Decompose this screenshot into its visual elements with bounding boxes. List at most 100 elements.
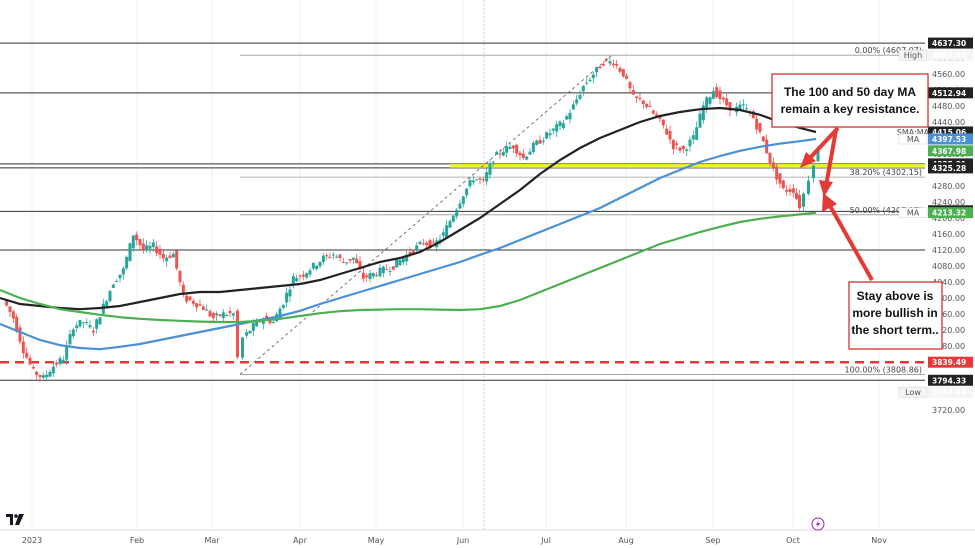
candle-body: [388, 270, 392, 272]
candle-body: [191, 300, 195, 304]
arrow-2-shaft: [824, 129, 838, 187]
candle-body: [445, 225, 449, 238]
candle-body: [85, 321, 89, 323]
candle-body: [81, 322, 85, 324]
price-tag-value: 3794.33: [932, 376, 966, 385]
y-tick-label: 4480.00: [932, 102, 965, 111]
candle-body: [158, 248, 162, 255]
candle-body: [395, 259, 399, 268]
candle-body: [618, 67, 622, 72]
candle-body: [678, 147, 682, 151]
price-tag: 4325.28: [928, 162, 973, 174]
candle-body: [641, 100, 645, 104]
candle-body: [441, 232, 445, 236]
candle-body: [401, 258, 405, 263]
candle-body: [25, 352, 29, 358]
candle-body: [501, 152, 505, 156]
candle-body: [308, 270, 312, 275]
price-tag: 3839.49: [928, 356, 973, 368]
candle-body: [345, 262, 349, 264]
candle-body: [591, 74, 595, 79]
candle-body: [461, 196, 465, 204]
candle-body: [45, 374, 49, 378]
candle-body: [718, 90, 722, 99]
fib-labels: 0.00% (4607.07) 38.20% (4302.15) 50.00% (4…: [845, 46, 922, 374]
candle-body: [816, 149, 820, 162]
price-tag-value: 4325.28: [932, 164, 966, 173]
candle-body: [121, 268, 125, 275]
candle-body: [368, 273, 372, 280]
candle-body: [715, 87, 719, 98]
candle-body: [711, 91, 715, 99]
candle-body: [341, 262, 345, 264]
candle-body: [598, 66, 602, 69]
candle-body: [745, 108, 749, 110]
candle-body: [278, 308, 282, 319]
candle-body: [128, 243, 132, 262]
candle-body: [738, 104, 742, 110]
candle-body: [131, 235, 135, 249]
candle-body: [498, 153, 502, 155]
candle-body: [298, 275, 302, 277]
x-tick-label: Aug: [618, 536, 634, 545]
price-tag: 4367.98: [928, 145, 973, 157]
candle-body: [791, 188, 795, 193]
candle-body: [655, 114, 659, 117]
candle-body: [311, 262, 315, 269]
lightning-icon[interactable]: [811, 517, 825, 531]
price-tag: MA 4397.53: [898, 133, 973, 145]
candle-body: [118, 274, 122, 279]
x-tick-label: Jun: [456, 536, 470, 545]
price-tag-value: 4213.32: [932, 209, 966, 218]
candle-body: [225, 315, 229, 317]
candle-body: [358, 261, 362, 270]
candle-body: [781, 180, 785, 189]
price-tag-label: Low: [905, 388, 921, 397]
candle-body: [168, 255, 172, 258]
candle-body: [558, 121, 562, 127]
fib-label: 38.20% (4302.15): [850, 168, 922, 177]
annotation-resistance-line1: The 100 and 50 day MA: [784, 85, 916, 99]
x-axis-ticks: 2023 Feb Mar Apr May Jun Jul Aug Sep Oct Nov: [22, 536, 887, 545]
x-tick-label: Oct: [786, 536, 800, 545]
candle-body: [521, 153, 525, 158]
candle-body: [255, 320, 259, 327]
candle-body: [18, 327, 22, 342]
candle-body: [468, 180, 472, 187]
candle-body: [208, 311, 212, 317]
candle-body: [285, 292, 289, 303]
candle-body: [31, 367, 35, 369]
candle-body: [425, 242, 429, 246]
arrow-3-shaft: [827, 203, 874, 281]
arrow-3-head: [822, 193, 837, 212]
price-tag: 4637.30: [928, 37, 973, 49]
candle-body: [61, 359, 65, 363]
candle-body: [245, 332, 249, 336]
y-tick-label: 4080.00: [932, 262, 965, 271]
candle-body: [578, 94, 582, 99]
y-tick-label: 4440.00: [932, 118, 965, 127]
arrow-2-head: [819, 180, 833, 197]
candle-body: [802, 193, 805, 207]
candle-body: [41, 375, 45, 378]
candle-body: [551, 128, 555, 131]
candle-body: [408, 252, 412, 255]
candle-body: [348, 259, 352, 261]
fib-label: 0.00% (4607.07): [855, 46, 922, 55]
candle-body: [568, 112, 572, 120]
candle-body: [161, 253, 165, 259]
candle-body: [695, 127, 699, 140]
candle-body: [288, 289, 292, 297]
y-tick-label: 4200.00: [932, 214, 965, 223]
candle-body: [451, 215, 455, 222]
candle-body: [555, 124, 559, 132]
candle-body: [651, 110, 655, 114]
candle-body: [21, 341, 25, 354]
candle-body: [545, 132, 549, 139]
candle-body: [541, 140, 545, 142]
candle-body: [68, 334, 72, 345]
candle-body: [661, 119, 665, 126]
annotation-resistance-line2: remain a key resistance.: [781, 102, 920, 116]
